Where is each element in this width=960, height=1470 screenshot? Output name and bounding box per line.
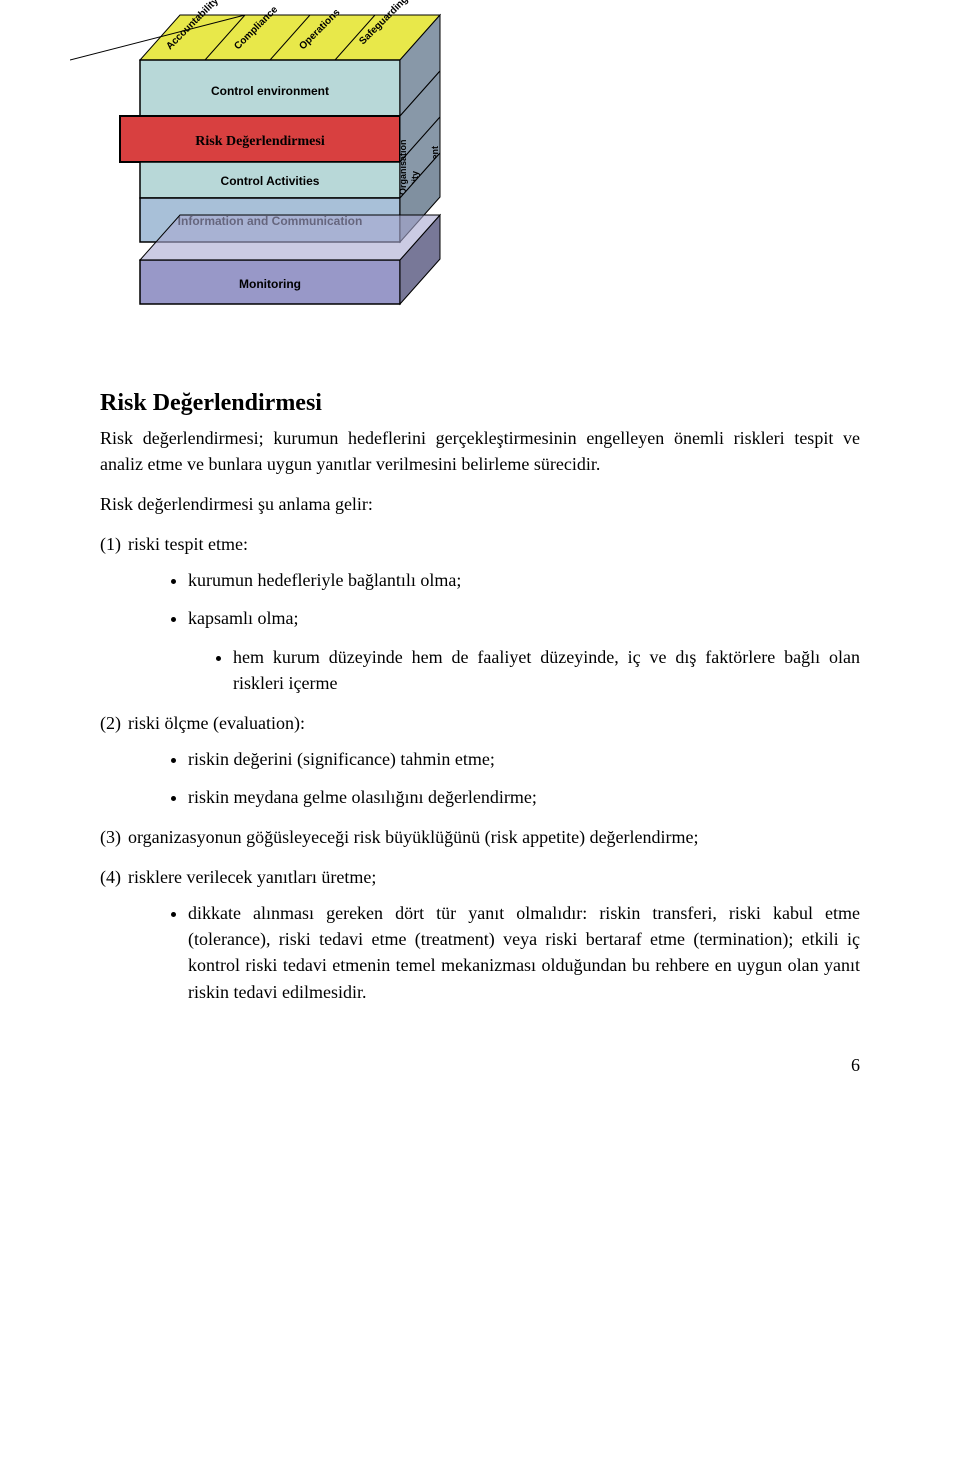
- item-label: risklere verilecek yanıtları üretme;: [128, 867, 376, 887]
- svg-text:Organisation: Organisation: [398, 139, 408, 195]
- svg-text:Control Activities: Control Activities: [221, 174, 320, 188]
- section-heading: Risk Değerlendirmesi: [100, 390, 860, 417]
- item-number: (3): [100, 824, 121, 850]
- top-face: Accountability Compliance Operations Saf…: [70, 0, 446, 60]
- list-item: (3) organizasyonun göğüsleyeceği risk bü…: [128, 824, 860, 850]
- item-label: organizasyonun göğüsleyeceği risk büyükl…: [128, 827, 699, 847]
- bullet-item: hem kurum düzeyinde hem de faaliyet düze…: [233, 644, 860, 696]
- list-item: (4) risklere verilecek yanıtları üretme;…: [128, 864, 860, 1004]
- page-number: 6: [100, 1055, 860, 1076]
- list-item: (1) riski tespit etme: kurumun hedefleri…: [128, 531, 860, 695]
- list-item: (2) riski ölçme (evaluation): riskin değ…: [128, 710, 860, 810]
- svg-text:Risk Değerlendirmesi: Risk Değerlendirmesi: [195, 134, 325, 149]
- lead-in: Risk değerlendirmesi şu anlama gelir:: [100, 491, 860, 517]
- svg-text:Monitoring: Monitoring: [239, 277, 301, 291]
- intro-paragraph: Risk değerlendirmesi; kurumun hedeflerin…: [100, 425, 860, 477]
- item-number: (2): [100, 710, 121, 736]
- bullet-item: riskin değerini (significance) tahmin et…: [188, 746, 860, 772]
- item-label: riski ölçme (evaluation):: [128, 713, 305, 733]
- bullet-item: riskin meydana gelme olasılığını değerle…: [188, 784, 860, 810]
- bullet-item: kapsamlı olma;: [188, 605, 860, 631]
- layer-monitoring: Monitoring: [140, 215, 440, 304]
- svg-text:Control environment: Control environment: [211, 84, 329, 98]
- numbered-list: (1) riski tespit etme: kurumun hedefleri…: [100, 531, 860, 1004]
- bullet-item: kurumun hedefleriyle bağlantılı olma;: [188, 567, 860, 593]
- item-label: riski tespit etme:: [128, 534, 248, 554]
- bullet-item: dikkate alınması gereken dört tür yanıt …: [188, 900, 860, 1004]
- item-number: (1): [100, 531, 121, 557]
- coso-cube-diagram: Accountability Compliance Operations Saf…: [70, 0, 860, 360]
- item-number: (4): [100, 864, 121, 890]
